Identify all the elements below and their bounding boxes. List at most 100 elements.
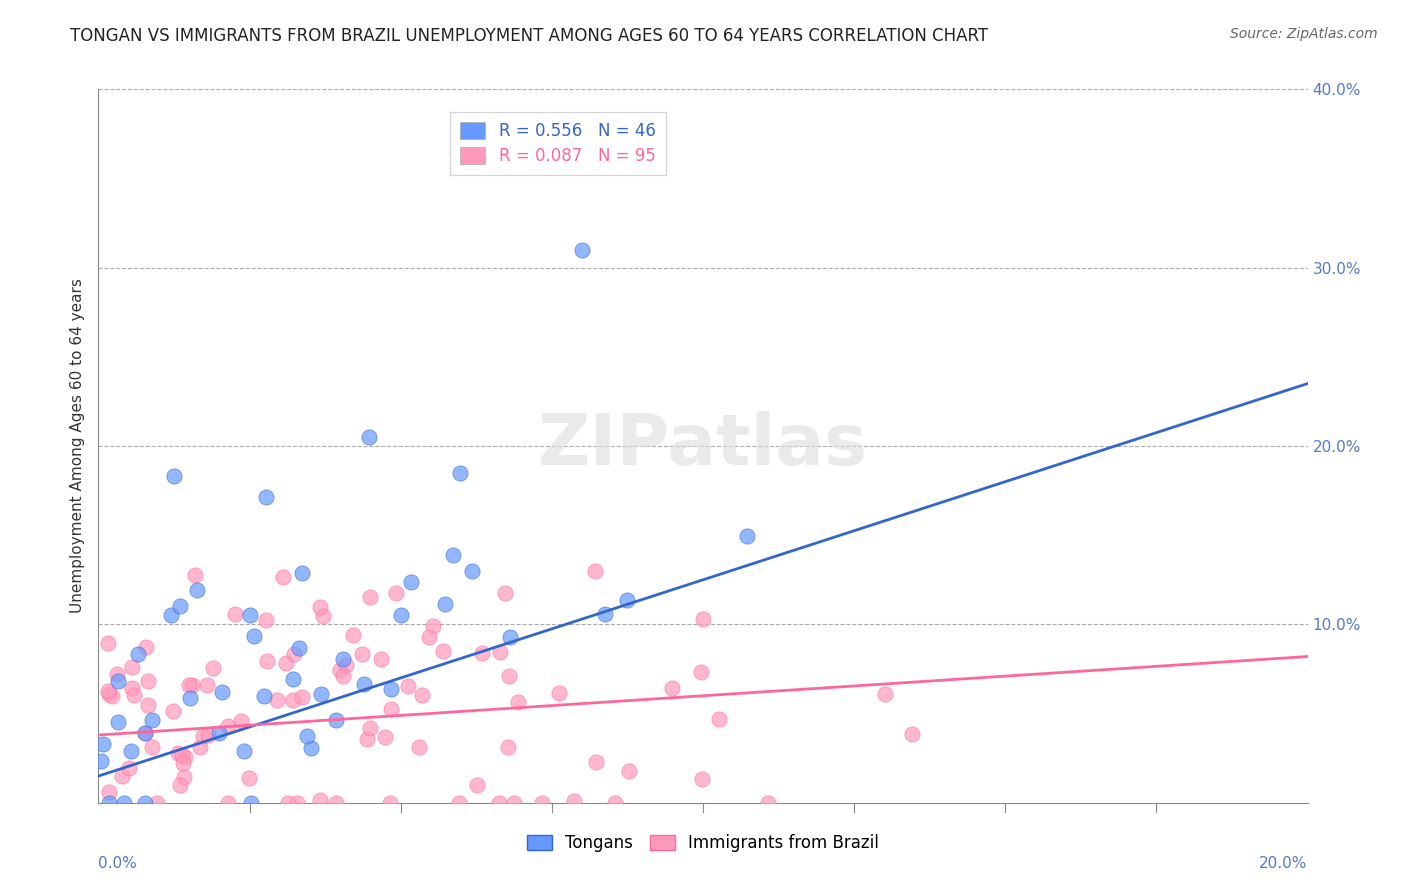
- Point: [266, 692, 288, 706]
- Text: 20.0%: 20.0%: [1260, 856, 1308, 871]
- Point: [97, 687, 120, 701]
- Point: [107, 715, 129, 730]
- Point: [97, 636, 120, 650]
- Point: [498, 669, 520, 683]
- Point: [285, 796, 308, 810]
- Point: [389, 607, 412, 622]
- Point: [174, 750, 197, 764]
- Point: [253, 689, 276, 703]
- Point: [281, 692, 304, 706]
- Point: [195, 678, 218, 692]
- Point: [179, 690, 201, 705]
- Point: [271, 570, 294, 584]
- Point: [571, 243, 593, 257]
- Point: [411, 688, 433, 702]
- Point: [243, 629, 266, 643]
- Point: [181, 678, 204, 692]
- Point: [97, 796, 120, 810]
- Point: [256, 655, 278, 669]
- Point: [291, 566, 314, 580]
- Point: [353, 677, 375, 691]
- Point: [465, 778, 488, 792]
- Point: [433, 597, 456, 611]
- Point: [217, 796, 239, 810]
- Point: [605, 796, 627, 810]
- Text: 0.0%: 0.0%: [98, 856, 138, 871]
- Point: [281, 672, 304, 686]
- Point: [374, 730, 396, 744]
- Point: [188, 739, 211, 754]
- Point: [380, 796, 402, 810]
- Point: [169, 599, 191, 614]
- Point: [432, 644, 454, 658]
- Point: [90, 754, 112, 768]
- Point: [309, 687, 332, 701]
- Text: TONGAN VS IMMIGRANTS FROM BRAZIL UNEMPLOYMENT AMONG AGES 60 TO 64 YEARS CORRELAT: TONGAN VS IMMIGRANTS FROM BRAZIL UNEMPLO…: [70, 27, 988, 45]
- Point: [380, 681, 402, 696]
- Point: [162, 704, 184, 718]
- Point: [690, 772, 713, 786]
- Point: [396, 679, 419, 693]
- Point: [135, 640, 157, 655]
- Point: [239, 607, 262, 622]
- Point: [91, 737, 114, 751]
- Point: [224, 607, 246, 621]
- Point: [274, 657, 297, 671]
- Point: [461, 564, 484, 578]
- Point: [184, 568, 207, 582]
- Point: [169, 778, 191, 792]
- Point: [756, 796, 779, 810]
- Point: [359, 722, 381, 736]
- Point: [167, 746, 190, 760]
- Point: [503, 796, 526, 810]
- Point: [160, 607, 183, 622]
- Point: [530, 796, 553, 810]
- Point: [309, 600, 332, 615]
- Point: [370, 651, 392, 665]
- Point: [408, 739, 430, 754]
- Point: [170, 748, 193, 763]
- Point: [418, 630, 440, 644]
- Point: [342, 628, 364, 642]
- Point: [118, 761, 141, 775]
- Point: [384, 586, 406, 600]
- Point: [163, 468, 186, 483]
- Point: [690, 665, 713, 679]
- Point: [449, 466, 471, 480]
- Point: [616, 592, 638, 607]
- Point: [202, 661, 225, 675]
- Point: [359, 590, 381, 604]
- Point: [692, 611, 714, 625]
- Point: [617, 764, 640, 778]
- Point: [134, 726, 156, 740]
- Point: [441, 549, 464, 563]
- Point: [97, 785, 120, 799]
- Point: [547, 686, 569, 700]
- Point: [111, 769, 134, 783]
- Point: [112, 796, 135, 810]
- Point: [141, 739, 163, 754]
- Point: [489, 645, 512, 659]
- Point: [585, 756, 607, 770]
- Point: [217, 719, 239, 733]
- Legend: R = 0.556   N = 46, R = 0.087   N = 95: R = 0.556 N = 46, R = 0.087 N = 95: [450, 112, 665, 175]
- Point: [329, 663, 352, 677]
- Y-axis label: Unemployment Among Ages 60 to 64 years: Unemployment Among Ages 60 to 64 years: [69, 278, 84, 614]
- Point: [136, 673, 159, 688]
- Text: ZIPatlas: ZIPatlas: [538, 411, 868, 481]
- Point: [101, 689, 124, 703]
- Point: [332, 651, 354, 665]
- Point: [127, 647, 149, 661]
- Point: [121, 681, 143, 695]
- Point: [309, 793, 332, 807]
- Point: [291, 690, 314, 705]
- Point: [399, 574, 422, 589]
- Point: [179, 678, 201, 692]
- Point: [325, 713, 347, 727]
- Point: [422, 618, 444, 632]
- Point: [875, 687, 897, 701]
- Point: [254, 614, 277, 628]
- Point: [238, 771, 260, 785]
- Point: [122, 688, 145, 702]
- Point: [211, 685, 233, 699]
